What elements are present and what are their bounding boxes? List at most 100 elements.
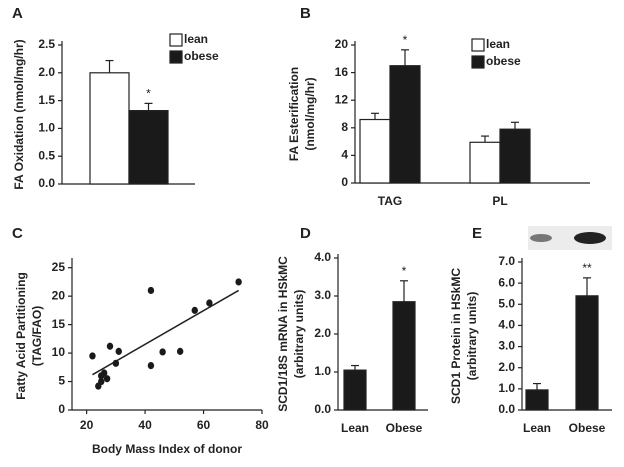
legend-label: lean [486,37,510,51]
significance-marker: * [146,87,151,101]
chart-panel: A FA Oxidation (nmol/mg/hr) 0.0 0.5 1.0 1.5 2.… [12,5,219,190]
y-tick-label: 1.0 [314,364,331,378]
x-tick-label: Obese [569,421,606,435]
chart-panel: D SCD1/18S mRNA in HSkMC (arbitrary units)… [276,225,428,435]
y-tick-label: 7.0 [498,254,515,268]
y-tick-label: 16 [335,65,349,79]
significance-marker: ** [582,261,592,275]
bar [525,389,549,411]
y-tick-label: 5 [58,374,65,388]
y-tick-label: 5.0 [498,296,515,310]
scatter-point [191,306,198,314]
scatter-point [103,375,111,383]
y-tick-label: 25 [52,260,66,274]
bar [499,128,531,184]
legend-swatch [169,50,183,64]
y-tick-label: 2.5 [38,37,55,51]
y-axis-label: FA Oxidation (nmol/mg/hr) [12,39,26,189]
x-tick-label: 40 [138,418,152,432]
y-tick-label: 10 [52,345,66,359]
y-tick-label: 1.0 [498,381,515,395]
panel-letter: C [12,225,23,242]
scatter-point [147,286,155,295]
y-tick-label: 0.5 [38,148,55,162]
scatter-point [89,352,96,360]
y-tick-label: 20 [52,288,66,302]
y-tick-label: 4.0 [498,318,515,332]
y-tick-label: 0.0 [38,176,55,190]
y-tick-label: 15 [52,317,66,331]
y-axis-label: (TAG/FAO) [30,306,44,366]
legend-swatch [169,33,183,47]
legend-label: lean [184,32,208,46]
panel-letter: E [472,225,482,242]
scatter-point [98,377,105,386]
scatter-point [206,299,213,307]
scatter-point [112,359,120,367]
y-axis-label: (nmol/mg/hr) [303,77,317,150]
scatter-point [147,362,155,370]
x-tick-label: Lean [341,421,369,435]
bar [343,369,367,411]
y-tick-label: 4 [341,148,348,162]
legend-swatch [471,38,485,52]
y-tick-label: 2.0 [498,360,515,374]
y-tick-label: 1.0 [38,121,55,135]
blot-band [530,234,552,242]
y-tick-label: 0.0 [314,402,331,416]
bar [89,72,130,185]
y-tick-label: 2.0 [314,326,331,340]
chart-panel: E SCD1 Protein in HSkMC (arbitrary units) 0… [449,225,612,435]
x-tick-label: 80 [255,418,269,432]
bar [128,110,169,185]
y-axis-label: Fatty Acid Partitioning [14,272,28,400]
x-tick-label: Obese [386,421,423,435]
scatter-point [115,347,122,355]
scatter-point [100,369,108,377]
x-tick-label: TAG [378,194,402,208]
y-tick-label: 0 [341,175,348,189]
x-tick-label: PL [492,194,507,208]
y-tick-label: 12 [335,92,349,106]
western-blot [528,226,612,250]
y-tick-label: 1.5 [38,93,55,107]
y-tick-label: 8 [341,120,348,134]
bar [389,65,421,184]
y-tick-label: 6.0 [498,275,515,289]
blot-band [574,232,606,244]
bar [469,141,501,184]
panel-letter: D [300,225,311,242]
bar [575,295,599,411]
y-tick-label: 20 [335,37,349,51]
scatter-point [235,278,242,286]
x-tick-label: 20 [80,418,94,432]
y-tick-label: 2.0 [38,65,55,79]
y-tick-label: 3.0 [498,339,515,353]
y-axis-label: (arbitrary units) [465,292,479,381]
panel-letter: A [12,5,23,22]
y-axis-label: FA Esterification [287,67,301,161]
y-axis-label: SCD1/18S mRNA in HSkMC [276,256,290,412]
y-axis-label: (arbitrary units) [292,290,306,379]
x-tick-label: 60 [197,418,211,432]
y-tick-label: 0.0 [498,402,515,416]
panel-letter: B [300,5,311,22]
scatter-point [159,348,166,356]
significance-marker: * [402,264,407,278]
scatter-point [106,342,114,350]
chart-panel: C Fatty Acid Partitioning (TAG/FAO) 0 5 10 15 2… [12,225,269,456]
legend-label: obese [184,49,219,63]
y-tick-label: 3.0 [314,288,331,302]
legend-label: obese [486,54,521,68]
y-axis-label: SCD1 Protein in HSkMC [449,268,463,404]
legend-swatch [471,55,485,69]
y-tick-label: 4.0 [314,250,331,264]
significance-marker: * [403,33,408,47]
chart-panel: B FA Esterification (nmol/mg/hr) 0 4 8 12 16 20 T… [287,5,590,208]
y-tick-label: 0 [58,402,65,416]
bar [392,301,416,411]
x-axis-label: Body Mass Index of donor [92,442,242,456]
scatter-point [176,347,184,355]
x-tick-label: Lean [523,421,551,435]
